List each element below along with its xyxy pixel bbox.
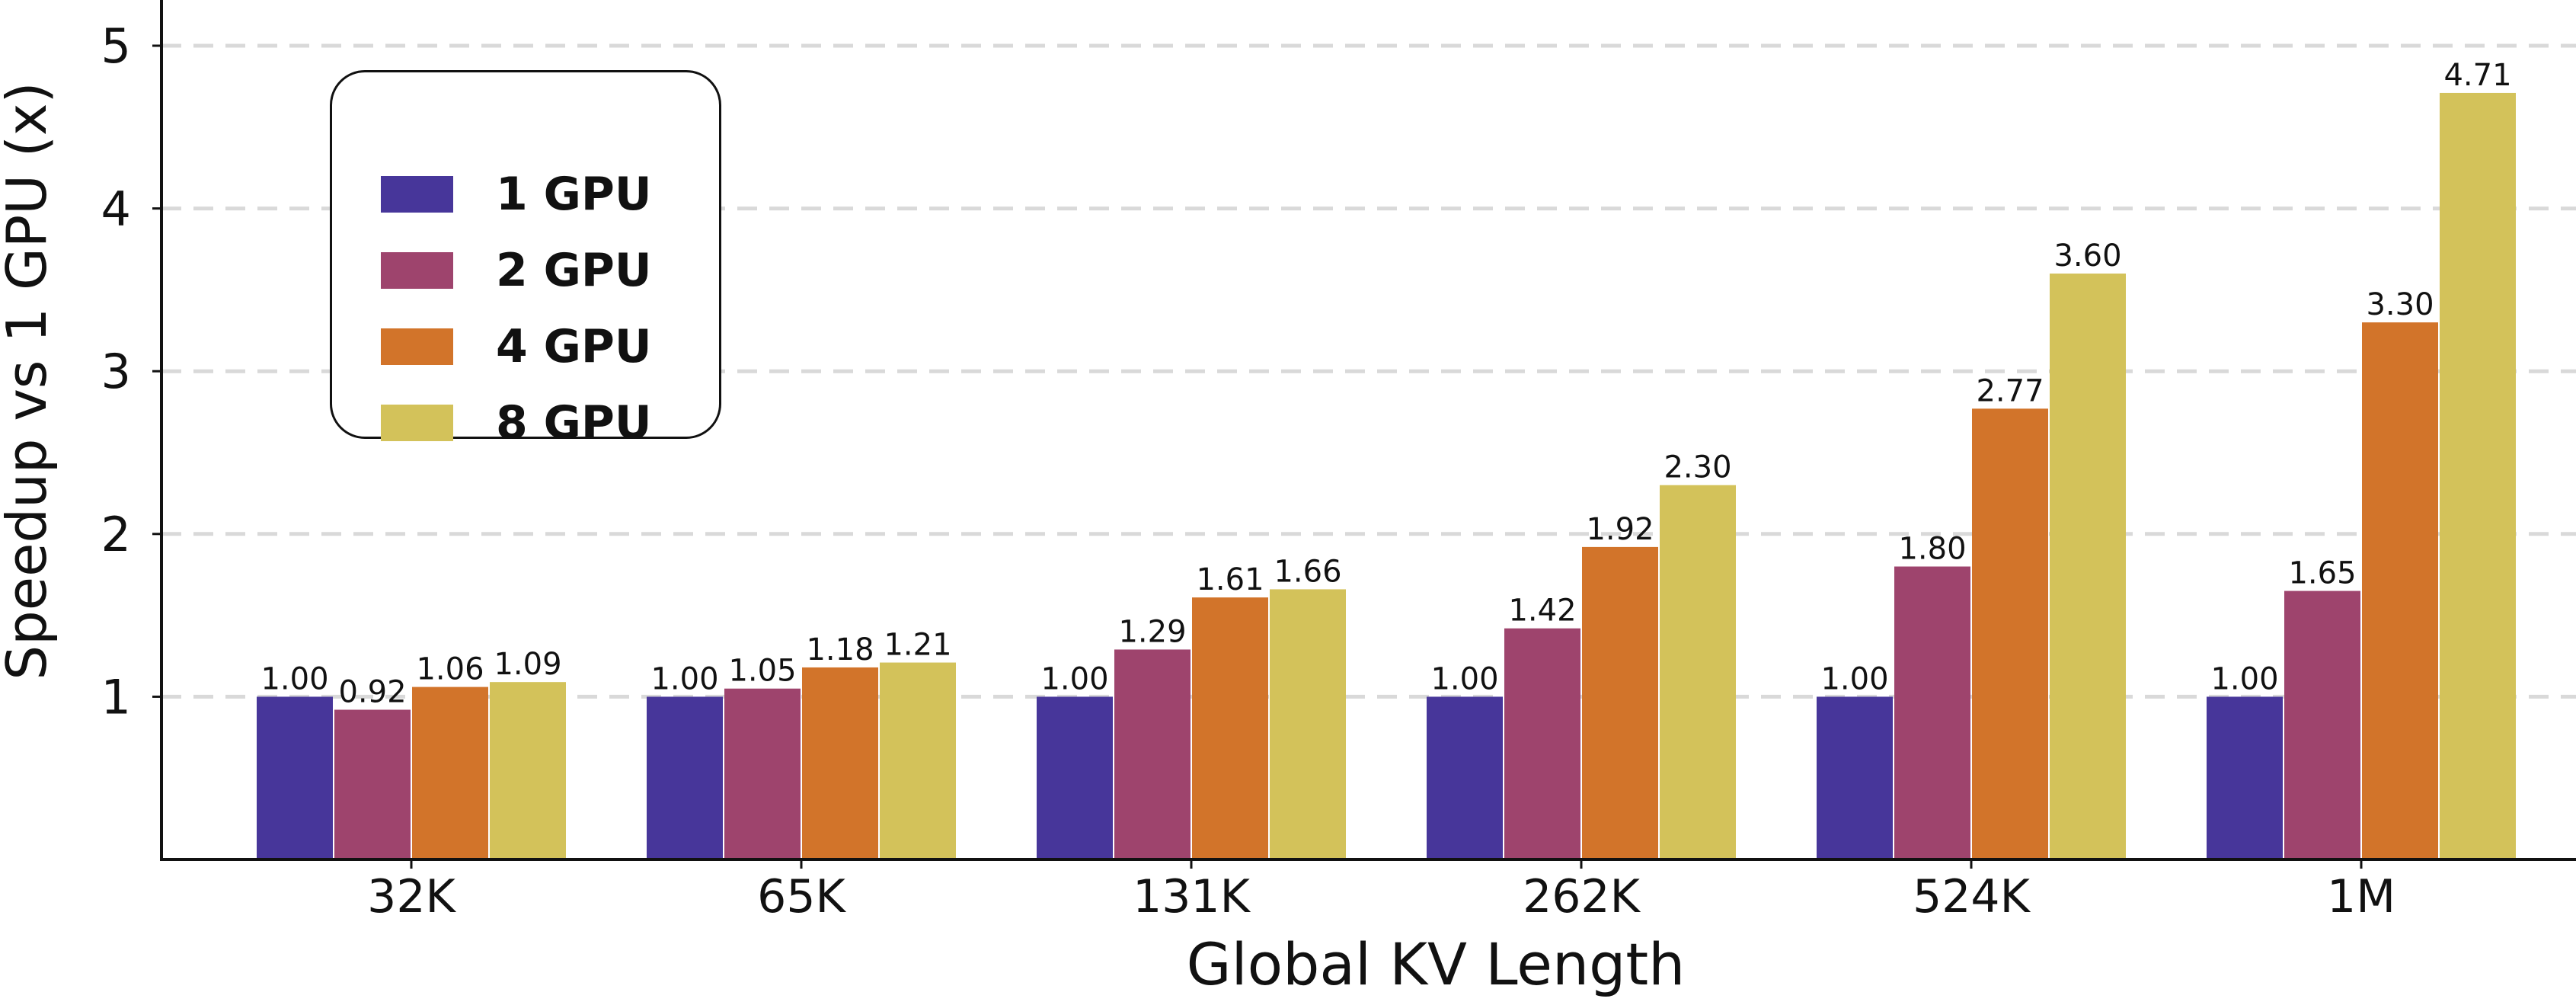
bar-32k-2-gpu [334, 709, 411, 859]
data-label: 1.06 [416, 652, 484, 687]
legend-swatch-2-gpu [381, 252, 453, 289]
bar-32k-8-gpu [490, 682, 566, 859]
data-label: 1.66 [1274, 554, 1341, 589]
legend-swatch-4-gpu [381, 328, 453, 365]
data-label: 1.00 [1430, 661, 1498, 696]
tick-labels: 1 2 3 4 5 32K 65K 131K 262K 524K 1M [101, 18, 2395, 923]
bar-131k-2-gpu [1114, 649, 1191, 859]
bar-524k-4-gpu [1972, 408, 2048, 859]
bar-262k-4-gpu [1582, 546, 1658, 859]
legend-label: 2 GPU [496, 244, 652, 297]
data-label: 1.00 [260, 661, 328, 696]
data-label: 1.09 [494, 647, 561, 682]
bar-262k-8-gpu [1660, 485, 1736, 859]
y-tick-label: 2 [101, 507, 131, 562]
bar-65k-8-gpu [880, 662, 956, 859]
bar-1m-1-gpu [2207, 696, 2283, 859]
data-label: 1.80 [1898, 532, 1966, 567]
legend-item-4-gpu: 4 GPU [381, 320, 652, 373]
data-label: 1.00 [650, 661, 718, 696]
bar-131k-4-gpu [1192, 597, 1268, 859]
bar-1m-2-gpu [2284, 591, 2360, 859]
bar-524k-1-gpu [1817, 696, 1893, 859]
bar-groups [257, 92, 2516, 860]
x-tick-label: 32K [367, 870, 456, 923]
bar-262k-2-gpu [1504, 628, 1580, 859]
data-label: 0.92 [338, 674, 406, 709]
data-label: 2.30 [1664, 450, 1731, 485]
legend-swatch-1-gpu [381, 176, 453, 213]
bar-1m-8-gpu [2440, 92, 2516, 860]
data-label: 1.61 [1196, 562, 1264, 597]
data-label: 2.77 [1976, 373, 2044, 408]
bar-1m-4-gpu [2362, 322, 2438, 859]
data-label: 1.00 [1040, 661, 1108, 696]
x-tick-label: 524K [1913, 870, 2031, 923]
y-tick-label: 5 [101, 18, 131, 74]
bar-65k-2-gpu [724, 688, 801, 859]
data-label: 1.29 [1118, 614, 1186, 649]
data-label: 1.00 [2210, 661, 2278, 696]
bar-131k-1-gpu [1037, 696, 1113, 859]
x-tick-label: 1M [2327, 870, 2395, 923]
bar-32k-1-gpu [257, 696, 333, 859]
data-label: 1.42 [1508, 594, 1576, 629]
bar-262k-1-gpu [1427, 696, 1503, 859]
data-label: 1.05 [728, 654, 796, 689]
data-label: 3.60 [2053, 238, 2121, 274]
legend-item-2-gpu: 2 GPU [381, 244, 652, 297]
data-label: 3.30 [2366, 287, 2434, 322]
data-labels: 1.00 0.92 1.06 1.09 1.00 1.05 1.18 1.21 1.00 1.29… [260, 58, 2511, 710]
y-tick-label: 4 [101, 181, 131, 237]
legend-swatch-8-gpu [381, 405, 453, 441]
bar-524k-2-gpu [1894, 566, 1970, 859]
bar-32k-4-gpu [412, 687, 488, 859]
axes [160, 0, 2576, 861]
bar-131k-8-gpu [1270, 589, 1346, 859]
legend-label: 4 GPU [496, 320, 652, 373]
x-tick-label: 131K [1133, 870, 1251, 923]
y-tick-label: 3 [101, 344, 131, 399]
data-label: 1.21 [884, 628, 951, 663]
y-tick-label: 1 [101, 669, 131, 725]
bar-524k-8-gpu [2050, 274, 2126, 859]
legend-label: 8 GPU [496, 396, 652, 450]
data-label: 1.65 [2288, 556, 2356, 591]
x-tick-label: 65K [757, 870, 846, 923]
legend: 1 GPU 2 GPU 4 GPU 8 GPU [330, 70, 721, 450]
x-tick-label: 262K [1523, 870, 1641, 923]
legend-label: 1 GPU [496, 168, 652, 221]
bar-65k-1-gpu [647, 696, 723, 859]
data-label: 1.18 [806, 632, 874, 667]
bar-65k-4-gpu [802, 667, 878, 859]
legend-item-8-gpu: 8 GPU [381, 396, 652, 450]
data-label: 4.71 [2443, 58, 2511, 93]
data-label: 1.92 [1586, 512, 1654, 547]
legend-item-1-gpu: 1 GPU [381, 168, 652, 221]
y-axis-label: Speedup vs 1 GPU (x) [0, 82, 59, 680]
x-axis-label: Global KV Length [1187, 930, 1686, 998]
data-label: 1.00 [1820, 661, 1888, 696]
